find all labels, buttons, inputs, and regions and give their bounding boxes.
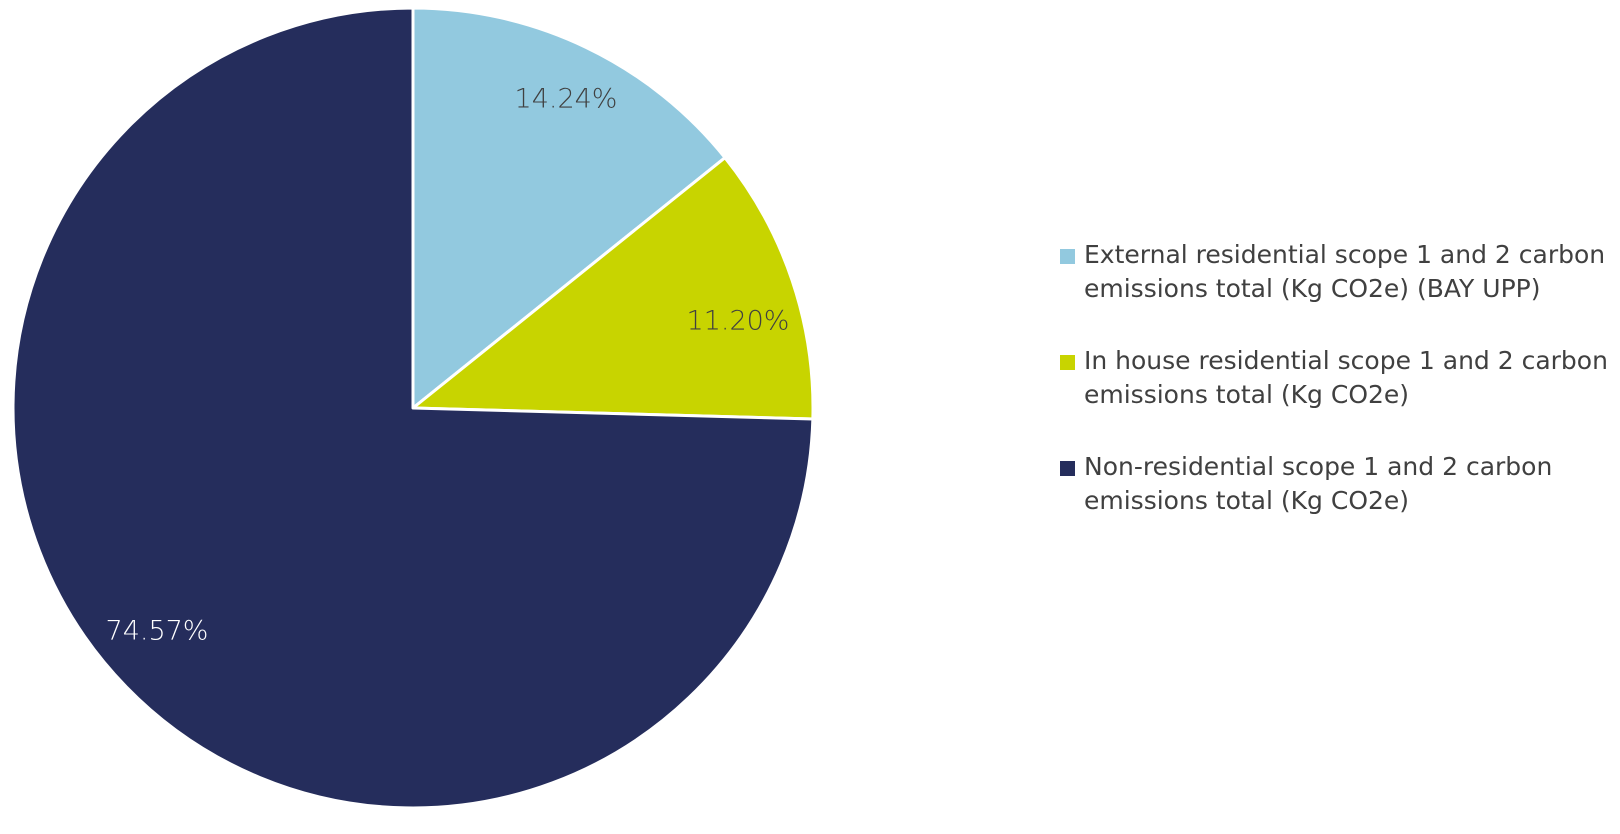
- legend-swatch-non-residential: [1060, 461, 1075, 476]
- data-label-in-house-residential: 11.20%: [687, 306, 790, 337]
- data-label-external-residential: 14.24%: [515, 84, 618, 115]
- legend-label-in-house-residential: In house residential scope 1 and 2 carbo…: [1084, 346, 1608, 409]
- legend: External residential scope 1 and 2 carbo…: [1058, 238, 1618, 530]
- legend-swatch-in-house-residential: [1060, 355, 1075, 370]
- data-label-non-residential: 74.57%: [106, 616, 209, 647]
- legend-swatch-external-residential: [1060, 249, 1075, 264]
- legend-item-non-residential: Non-residential scope 1 and 2 carbon emi…: [1058, 450, 1618, 518]
- pie-slice-external-residential: [411, 6, 727, 410]
- pie-slices: [11, 6, 815, 810]
- pie-slice-non-residential: [11, 6, 815, 810]
- pie-slice-in-house-residential: [411, 156, 815, 421]
- legend-label-external-residential: External residential scope 1 and 2 carbo…: [1084, 240, 1606, 303]
- legend-item-in-house-residential: In house residential scope 1 and 2 carbo…: [1058, 344, 1618, 412]
- legend-label-non-residential: Non-residential scope 1 and 2 carbon emi…: [1084, 452, 1553, 515]
- pie-data-labels: 14.24% 11.20% 74.57%: [106, 84, 790, 647]
- legend-item-external-residential: External residential scope 1 and 2 carbo…: [1058, 238, 1618, 306]
